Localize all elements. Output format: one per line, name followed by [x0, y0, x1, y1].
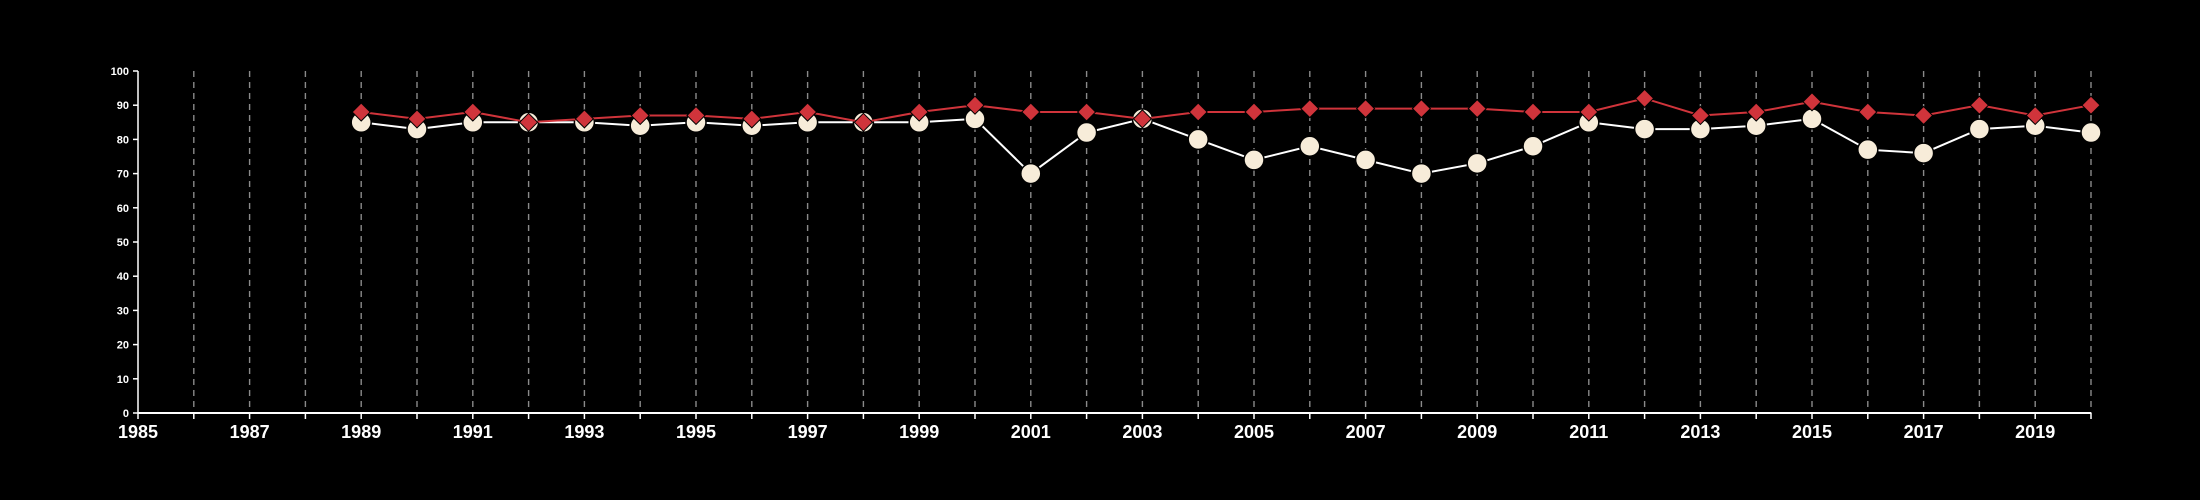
y-tick-label-70: 70	[117, 169, 129, 181]
y-tick-label-90: 90	[117, 100, 129, 112]
point-circle-2018	[1968, 118, 1991, 140]
x-tick-label-1995: 1995	[676, 422, 716, 442]
point-diamond-1991	[463, 102, 483, 122]
series-layer	[350, 88, 2102, 185]
point-diamond-2017	[1913, 105, 1934, 126]
y-tick-label-10: 10	[117, 374, 129, 386]
x-tick-label-2011: 2011	[1569, 422, 1608, 442]
point-circle-2010	[1522, 135, 1544, 157]
point-diamond-2016	[1858, 102, 1878, 122]
y-tick-label-50: 50	[117, 237, 129, 249]
x-tick-label-1991: 1991	[453, 422, 493, 442]
point-diamond-2018	[1969, 95, 1990, 115]
point-circle-2008	[1410, 162, 1433, 185]
point-diamond-2000	[965, 95, 985, 115]
point-diamond-1995	[686, 105, 706, 126]
point-circle-2005	[1243, 149, 1265, 171]
axes	[133, 70, 2092, 419]
point-diamond-2015	[1802, 92, 1822, 112]
point-diamond-2006	[1300, 98, 1320, 119]
y-tick-label-100: 100	[111, 66, 129, 78]
point-diamond-1998	[853, 112, 874, 133]
point-diamond-1992	[518, 112, 539, 133]
y-tick-labels: 0 10 20 30 40 50 60 70 80 90 100	[111, 66, 129, 420]
point-diamond-2003	[1132, 109, 1153, 129]
x-tick-label-2005: 2005	[1234, 422, 1274, 442]
point-diamond-2014	[1746, 102, 1766, 122]
x-tick-label-2013: 2013	[1680, 422, 1720, 442]
point-diamond-2009	[1467, 98, 1487, 119]
point-diamond-2020	[2081, 95, 2101, 115]
x-tick-label-2009: 2009	[1457, 422, 1497, 442]
point-circle-2007	[1354, 149, 1377, 171]
y-tick-label-40: 40	[117, 271, 129, 283]
point-diamond-1997	[797, 102, 818, 122]
point-diamond-2004	[1188, 102, 1208, 122]
point-diamond-2019	[2025, 105, 2045, 126]
y-tick-label-80: 80	[117, 134, 129, 146]
point-circle-2012	[1633, 118, 1656, 140]
point-circle-2016	[1857, 138, 1879, 161]
point-circle-2015	[1801, 108, 1823, 130]
point-diamond-2001	[1021, 102, 1041, 122]
x-tick-label-2003: 2003	[1122, 422, 1162, 442]
x-tick-label-1997: 1997	[788, 422, 828, 442]
x-tick-label-1993: 1993	[564, 422, 604, 442]
point-diamond-1993	[574, 109, 595, 129]
point-diamond-1996	[742, 109, 762, 129]
x-tick-labels: 1985 1987 1989 1991 1993 1995 1997 1999 2001 2003…	[118, 422, 2055, 442]
point-circle-2001	[1020, 162, 1042, 185]
point-circle-2006	[1299, 135, 1321, 157]
point-circle-2020	[2080, 121, 2102, 144]
point-diamond-2011	[1579, 102, 1599, 122]
y-tick-label-60: 60	[117, 203, 129, 215]
x-tick-label-2001: 2001	[1011, 422, 1051, 442]
x-tick-label-1987: 1987	[230, 422, 270, 442]
point-diamond-2013	[1690, 105, 1711, 126]
x-tick-label-2015: 2015	[1792, 422, 1832, 442]
point-diamond-1999	[909, 102, 929, 122]
y-tick-label-0: 0	[123, 408, 129, 420]
x-tick-label-2019: 2019	[2015, 422, 2055, 442]
point-circle-2009	[1466, 152, 1488, 175]
x-tick-label-2007: 2007	[1346, 422, 1386, 442]
y-tick-label-20: 20	[117, 340, 129, 352]
point-circle-2017	[1912, 142, 1935, 164]
point-circle-2002	[1075, 121, 1098, 144]
series-diamond	[351, 88, 2101, 133]
x-tick-label-1999: 1999	[899, 422, 939, 442]
point-circle-2004	[1187, 128, 1209, 151]
point-diamond-1989	[351, 102, 371, 122]
point-diamond-1994	[630, 105, 650, 126]
point-diamond-2008	[1411, 98, 1432, 119]
x-tick-label-2017: 2017	[1904, 422, 1944, 442]
point-diamond-2005	[1244, 102, 1264, 122]
y-tick-label-30: 30	[117, 305, 129, 317]
point-diamond-2010	[1523, 102, 1543, 122]
x-tick-label-1989: 1989	[341, 422, 381, 442]
x-tick-label-1985: 1985	[118, 422, 158, 442]
point-diamond-2007	[1355, 98, 1376, 119]
point-diamond-2002	[1076, 102, 1097, 122]
point-diamond-2012	[1634, 88, 1655, 109]
point-diamond-1990	[407, 109, 427, 129]
